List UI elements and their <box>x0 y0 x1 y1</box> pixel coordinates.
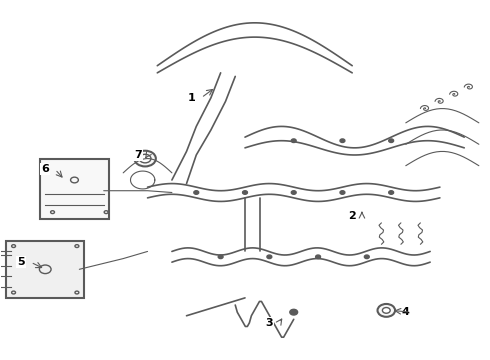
Circle shape <box>382 307 390 313</box>
Text: 6: 6 <box>41 164 49 174</box>
Circle shape <box>75 245 79 248</box>
Circle shape <box>340 139 345 143</box>
Text: 7: 7 <box>134 150 142 160</box>
Circle shape <box>194 191 199 194</box>
Circle shape <box>139 154 151 163</box>
Circle shape <box>12 245 16 248</box>
Text: 1: 1 <box>188 93 196 103</box>
Circle shape <box>291 139 296 143</box>
Circle shape <box>75 291 79 294</box>
FancyBboxPatch shape <box>6 241 84 298</box>
Text: 2: 2 <box>348 211 356 221</box>
Text: 4: 4 <box>402 307 410 317</box>
Circle shape <box>243 191 247 194</box>
Circle shape <box>134 151 156 166</box>
Circle shape <box>389 191 393 194</box>
Circle shape <box>71 177 78 183</box>
Circle shape <box>377 304 395 317</box>
Circle shape <box>50 211 54 213</box>
Circle shape <box>12 291 16 294</box>
Circle shape <box>389 139 393 143</box>
Circle shape <box>340 191 345 194</box>
Circle shape <box>290 309 297 315</box>
Circle shape <box>291 191 296 194</box>
Text: 5: 5 <box>17 257 24 267</box>
Circle shape <box>316 255 320 258</box>
FancyBboxPatch shape <box>40 158 109 219</box>
Circle shape <box>218 255 223 258</box>
Circle shape <box>365 255 369 258</box>
Circle shape <box>39 265 51 274</box>
Circle shape <box>267 255 272 258</box>
Circle shape <box>104 211 108 213</box>
Text: 3: 3 <box>266 318 273 328</box>
